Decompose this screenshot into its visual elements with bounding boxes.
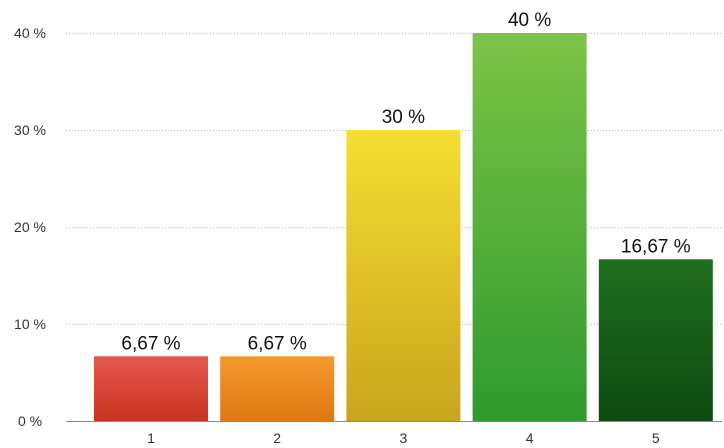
y-tick-label: 30 % [14,122,46,138]
y-tick-label: 0 % [18,413,42,429]
bar-1 [94,356,208,421]
label-layer: 6,67 % 6,67 % 30 % 40 % 16,67 % [121,10,690,354]
y-tick-label: 10 % [14,316,46,332]
data-label: 6,67 % [248,333,307,354]
x-tick-label: 1 [147,430,155,446]
bar-layer [94,33,713,421]
x-tick-label: 3 [400,430,408,446]
bar-5 [598,259,713,421]
data-label: 6,67 % [121,333,180,354]
data-label: 40 % [508,10,551,31]
y-tick-label: 20 % [14,219,46,235]
x-tick-label: 2 [273,430,281,446]
data-label: 16,67 % [621,236,691,257]
x-tick-label: 4 [526,430,534,446]
bar-4 [472,33,587,421]
bar-3 [346,130,461,421]
data-label: 30 % [382,107,425,128]
y-tick-label: 40 % [14,25,46,41]
axis-layer: 0 % 10 % 20 % 30 % 40 % 1 2 3 4 5 [14,25,722,446]
bar-2 [220,356,335,421]
x-tick-label: 5 [652,430,660,446]
